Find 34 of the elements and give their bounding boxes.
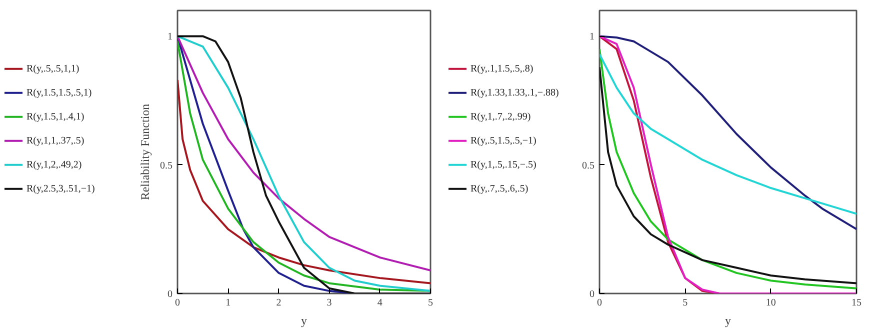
legend-label: R(y,.1,1.5,.5,.8) — [470, 63, 534, 74]
x-tick-label: 3 — [326, 298, 332, 308]
line-series — [600, 53, 856, 215]
legend-label: R(y,1,.5,.15,−.5) — [470, 159, 536, 170]
x-tick-label: 5 — [682, 298, 688, 308]
y-tick-label: 1 — [168, 32, 172, 43]
x-tick-label: 15 — [852, 298, 862, 308]
legend-label: R(y,2.5,3,.51,−1) — [26, 183, 95, 194]
line-series — [600, 35, 856, 230]
legend-label: R(y,1,2,.49,2) — [26, 159, 82, 170]
y-tick-label: 0.5 — [582, 160, 594, 172]
legend-label: R(y,1.33,1.33,.1,−.88) — [470, 87, 559, 98]
legend-label: R(y,1,1,.37,.5) — [26, 135, 84, 146]
legend-label: R(y,.5,.5,1,1) — [26, 63, 80, 74]
legend-label: R(y,1,.7,.2,.99) — [470, 111, 531, 122]
x-tick-label: 5 — [428, 298, 433, 308]
line-series — [178, 78, 430, 284]
x-tick-label: 1 — [226, 298, 231, 308]
y-tick-label: 0 — [168, 289, 172, 300]
x-tick-label: 4 — [377, 298, 382, 308]
legend-label: R(y,1.5,1.5,.5,1) — [26, 87, 92, 98]
y-tick-label: 0.5 — [160, 160, 172, 172]
x-axis-title: y — [725, 314, 731, 328]
legend-label: R(y,1.5,1,.4,1) — [26, 111, 84, 122]
y-tick-label: 1 — [590, 32, 594, 43]
legend-label: R(y,.5,1.5,.5,−1) — [470, 135, 536, 146]
x-axis-title: y — [301, 314, 307, 328]
x-tick-label: 0 — [175, 298, 180, 308]
x-tick-label: 2 — [276, 298, 282, 308]
y-tick-label: 0 — [590, 289, 594, 300]
x-tick-label: 0 — [597, 298, 602, 308]
x-tick-label: 10 — [766, 298, 776, 308]
legend-label: R(y,.7,.5,.6,.5) — [470, 183, 528, 194]
y-axis-title: Reliability Function — [138, 104, 152, 200]
